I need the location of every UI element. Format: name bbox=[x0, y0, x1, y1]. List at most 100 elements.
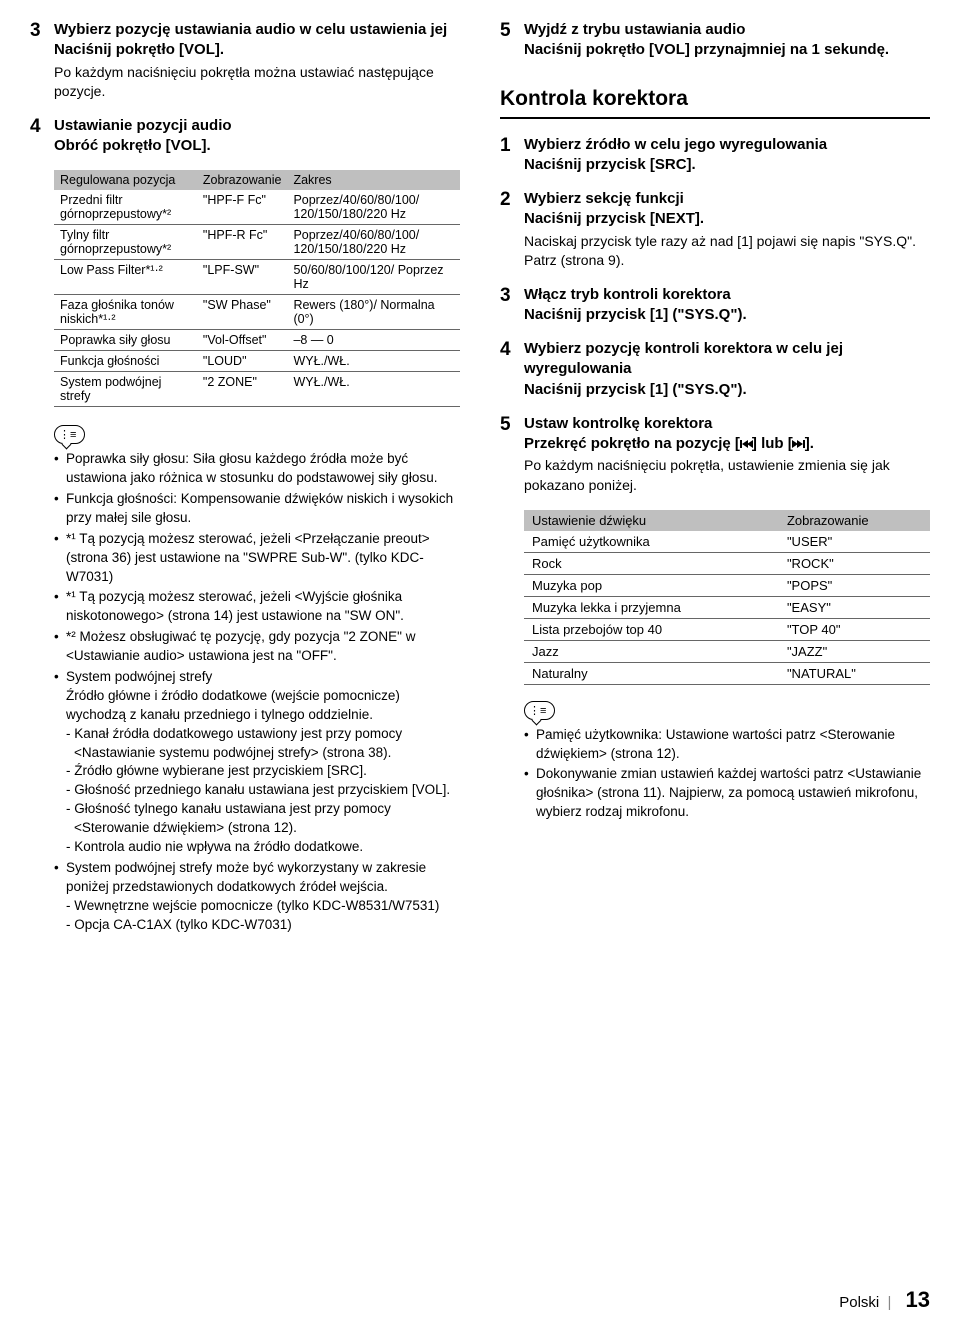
table-header: Ustawienie dźwięku bbox=[524, 510, 779, 531]
table-cell: Rewers (180°)/ Normalna (0°) bbox=[287, 295, 460, 330]
eq-step: 3 Włącz tryb kontroli korektoraNaciśnij p… bbox=[500, 285, 930, 326]
step-title: Wyjdź z trybu ustawiania audio bbox=[524, 20, 889, 40]
table-header: Regulowana pozycja bbox=[54, 170, 197, 190]
table-cell: Low Pass Filter*¹·² bbox=[54, 260, 197, 295]
dual-zone-title: System podwójnej strefy bbox=[66, 669, 212, 684]
dual-zone-intro: Źródło główne i źródło dodatkowe (wejści… bbox=[66, 688, 400, 722]
sub-item: - Kontrola audio nie wpływa na źródło do… bbox=[66, 838, 460, 857]
step-number: 4 bbox=[30, 116, 48, 139]
table-row: Muzyka lekka i przyjemna"EASY" bbox=[524, 596, 930, 618]
section-title: Kontrola korektora bbox=[500, 87, 930, 119]
sub-item: - Kanał źródła dodatkowego ustawiony jes… bbox=[66, 725, 460, 763]
step-number: 2 bbox=[500, 189, 518, 212]
table-row: Naturalny"NATURAL" bbox=[524, 662, 930, 684]
table-cell: "Vol-Offset" bbox=[197, 330, 288, 351]
table-row: Low Pass Filter*¹·²"LPF-SW"50/60/80/100/… bbox=[54, 260, 460, 295]
table-row: Tylny filtr górnoprzepustowy*²"HPF-R Fc"… bbox=[54, 225, 460, 260]
table-header: Zobrazowanie bbox=[197, 170, 288, 190]
note-item: *² Możesz obsługiwać tę pozycję, gdy poz… bbox=[54, 628, 460, 666]
sub-item: - Wewnętrzne wejście pomocnicze (tylko K… bbox=[66, 897, 460, 916]
table-row: Pamięć użytkownika"USER" bbox=[524, 531, 930, 553]
eq-step: 5Ustaw kontrolkę korektoraPrzekręć pokrę… bbox=[500, 414, 930, 496]
table-row: Funkcja głośności"LOUD"WYŁ./WŁ. bbox=[54, 351, 460, 372]
eq-step: 4Wybierz pozycję kontroli korektora w ce… bbox=[500, 339, 930, 400]
table-cell: System podwójnej strefy bbox=[54, 372, 197, 407]
table-row: System podwójnej strefy"2 ZONE"WYŁ./WŁ. bbox=[54, 372, 460, 407]
step-body: Po każdym naciśnięciu pokrętła, ustawien… bbox=[524, 456, 930, 495]
eq-step: 2 Wybierz sekcję funkcjiNaciśnij przycisk… bbox=[500, 189, 930, 271]
step-subtitle: Naciśnij pokrętło [VOL] przynajmniej na … bbox=[524, 40, 889, 60]
step-subtitle: Naciśnij przycisk [1] ("SYS.Q"). bbox=[524, 380, 930, 400]
step-title: Ustawianie pozycji audio bbox=[54, 116, 232, 136]
step-body: Po każdym naciśnięciu pokrętła można ust… bbox=[54, 63, 460, 102]
table-cell: Funkcja głośności bbox=[54, 351, 197, 372]
table-row: Lista przebojów top 40"TOP 40" bbox=[524, 618, 930, 640]
table-cell: Przedni filtr górnoprzepustowy*² bbox=[54, 190, 197, 225]
table-cell: Poprawka siły głosu bbox=[54, 330, 197, 351]
step-5-exit: 5 Wyjdź z trybu ustawiania audio Naciśni… bbox=[500, 20, 930, 61]
table-cell: "2 ZONE" bbox=[197, 372, 288, 407]
step-title: Wybierz pozycję kontroli korektora w cel… bbox=[524, 339, 930, 380]
table-cell: Jazz bbox=[524, 640, 779, 662]
table-row: Rock"ROCK" bbox=[524, 552, 930, 574]
note-item: Poprawka siły głosu: Siła głosu każdego … bbox=[54, 450, 460, 488]
table-cell: 50/60/80/100/120/ Poprzez Hz bbox=[287, 260, 460, 295]
step-title: Wybierz sekcję funkcji bbox=[524, 189, 704, 209]
dual-zone-extra-title: System podwójnej strefy może być wykorzy… bbox=[66, 860, 426, 894]
step-subtitle: Naciśnij przycisk [1] ("SYS.Q"). bbox=[524, 305, 747, 325]
table-cell: –8 — 0 bbox=[287, 330, 460, 351]
step-3: 3 Wybierz pozycję ustawiania audio w cel… bbox=[30, 20, 460, 102]
table-cell: "USER" bbox=[779, 531, 930, 553]
audio-settings-table: Regulowana pozycja Zobrazowanie Zakres P… bbox=[54, 170, 460, 407]
table-cell: "JAZZ" bbox=[779, 640, 930, 662]
page-number: 13 bbox=[906, 1287, 930, 1312]
note-item: *¹ Tą pozycją możesz sterować, jeżeli <W… bbox=[54, 588, 460, 626]
table-row: Przedni filtr górnoprzepustowy*²"HPF-F F… bbox=[54, 190, 460, 225]
note-item: *¹ Tą pozycją możesz sterować, jeżeli <P… bbox=[54, 530, 460, 587]
step-subtitle: Obróć pokrętło [VOL]. bbox=[54, 136, 232, 156]
notes-list-2: Pamięć użytkownika: Ustawione wartości p… bbox=[524, 726, 930, 822]
step-subtitle: Naciśnij przycisk [SRC]. bbox=[524, 155, 827, 175]
step-subtitle: Naciśnij pokrętło [VOL]. bbox=[54, 40, 447, 60]
sub-item: - Źródło główne wybierane jest przyciski… bbox=[66, 762, 460, 781]
table-cell: "HPF-R Fc" bbox=[197, 225, 288, 260]
step-subtitle: Naciśnij przycisk [NEXT]. bbox=[524, 209, 704, 229]
table-cell: Muzyka lekka i przyjemna bbox=[524, 596, 779, 618]
table-cell: Poprzez/40/60/80/100/ 120/150/180/220 Hz bbox=[287, 190, 460, 225]
step-number: 3 bbox=[500, 285, 518, 308]
note-item: Dokonywanie zmian ustawień każdej wartoś… bbox=[524, 765, 930, 822]
note-icon: ⋮≡ bbox=[524, 701, 555, 720]
table-cell: "POPS" bbox=[779, 574, 930, 596]
sub-item: - Głośność tylnego kanału ustawiana jest… bbox=[66, 800, 460, 838]
step-subtitle: Przekręć pokrętło na pozycję [] lub []. bbox=[524, 434, 814, 454]
table-header: Zobrazowanie bbox=[779, 510, 930, 531]
table-cell: "EASY" bbox=[779, 596, 930, 618]
table-cell: Tylny filtr górnoprzepustowy*² bbox=[54, 225, 197, 260]
step-title: Wybierz źródło w celu jego wyregulowania bbox=[524, 135, 827, 155]
note-item: Funkcja głośności: Kompensowanie dźwiękó… bbox=[54, 490, 460, 528]
sub-item: - Głośność przedniego kanału ustawiana j… bbox=[66, 781, 460, 800]
step-title: Włącz tryb kontroli korektora bbox=[524, 285, 747, 305]
step-body: Naciskaj przycisk tyle razy aż nad [1] p… bbox=[524, 232, 930, 271]
table-row: Faza głośnika tonów niskich*¹·²"SW Phase… bbox=[54, 295, 460, 330]
page-footer: Polski | 13 bbox=[839, 1287, 930, 1313]
footer-lang: Polski bbox=[839, 1294, 879, 1311]
table-cell: Naturalny bbox=[524, 662, 779, 684]
step-4: 4 Ustawianie pozycji audio Obróć pokrętł… bbox=[30, 116, 460, 157]
note-icon: ⋮≡ bbox=[54, 425, 85, 444]
step-number: 1 bbox=[500, 135, 518, 158]
table-cell: "TOP 40" bbox=[779, 618, 930, 640]
note-item: Pamięć użytkownika: Ustawione wartości p… bbox=[524, 726, 930, 764]
table-cell: "LPF-SW" bbox=[197, 260, 288, 295]
sub-item: - Opcja CA-C1AX (tylko KDC-W7031) bbox=[66, 916, 460, 935]
table-row: Jazz"JAZZ" bbox=[524, 640, 930, 662]
table-cell: WYŁ./WŁ. bbox=[287, 351, 460, 372]
table-cell: WYŁ./WŁ. bbox=[287, 372, 460, 407]
table-cell: Muzyka pop bbox=[524, 574, 779, 596]
eq-step: 1 Wybierz źródło w celu jego wyregulowani… bbox=[500, 135, 930, 176]
table-cell: Poprzez/40/60/80/100/ 120/150/180/220 Hz bbox=[287, 225, 460, 260]
table-cell: Faza głośnika tonów niskich*¹·² bbox=[54, 295, 197, 330]
table-row: Muzyka pop"POPS" bbox=[524, 574, 930, 596]
step-number: 5 bbox=[500, 414, 518, 437]
table-cell: "SW Phase" bbox=[197, 295, 288, 330]
